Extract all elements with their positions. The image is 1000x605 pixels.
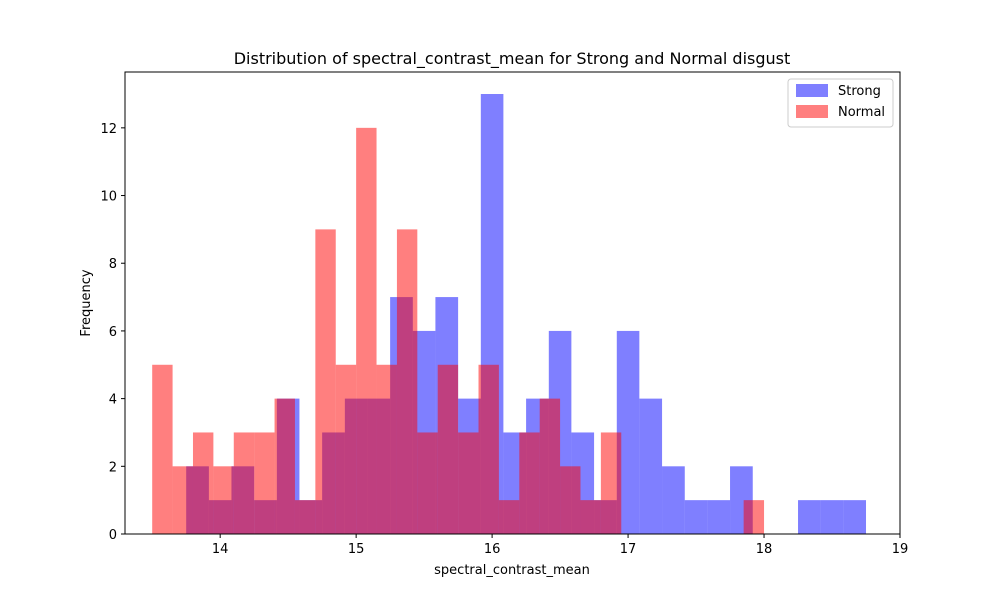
bar-strong-29 <box>843 500 867 534</box>
bar-normal-10 <box>356 127 377 534</box>
x-tick-label: 16 <box>484 542 501 557</box>
y-axis-ticks: 0 2 4 6 8 10 12 <box>100 122 125 543</box>
bar-strong-28 <box>820 500 844 534</box>
legend-label-strong: Strong <box>838 84 881 99</box>
y-tick-label: 2 <box>109 460 117 475</box>
bar-normal-21 <box>580 500 601 534</box>
bar-normal-16 <box>478 364 499 534</box>
bar-normal-15 <box>458 432 479 534</box>
legend-swatch-strong <box>796 84 828 97</box>
x-tick-label: 17 <box>620 542 637 557</box>
bar-normal-3 <box>213 466 234 534</box>
bar-normal-1 <box>172 466 193 534</box>
bar-normal-9 <box>335 364 357 534</box>
bar-strong-19 <box>616 330 640 534</box>
bar-normal-29 <box>743 500 765 534</box>
chart-title: Distribution of spectral_contrast_mean f… <box>234 49 791 69</box>
x-tick-label: 15 <box>348 542 365 557</box>
bar-strong-20 <box>639 398 663 534</box>
bar-normal-14 <box>437 364 459 534</box>
legend-label-normal: Normal <box>838 105 885 120</box>
bars-layer <box>152 94 867 534</box>
bar-strong-27 <box>798 500 821 534</box>
bar-normal-20 <box>560 466 581 534</box>
y-axis-label: Frequency <box>79 269 94 336</box>
bar-normal-8 <box>315 229 336 534</box>
x-axis-ticks: 14 15 16 17 18 19 <box>212 534 908 557</box>
bar-normal-11 <box>376 364 397 534</box>
series-normal <box>152 127 765 534</box>
legend-swatch-normal <box>796 105 828 118</box>
bar-normal-12 <box>396 229 418 534</box>
bar-normal-5 <box>254 432 275 534</box>
bar-normal-18 <box>519 432 540 534</box>
bar-normal-19 <box>539 398 561 534</box>
y-tick-label: 8 <box>109 257 117 272</box>
legend: Strong Normal <box>787 78 894 128</box>
bar-normal-6 <box>274 398 295 534</box>
bar-normal-22 <box>600 432 622 534</box>
x-tick-label: 19 <box>892 542 909 557</box>
x-tick-label: 14 <box>212 542 229 557</box>
y-tick-label: 4 <box>109 393 117 408</box>
bar-strong-22 <box>684 500 708 534</box>
y-tick-label: 12 <box>100 122 117 137</box>
y-tick-label: 10 <box>100 190 117 205</box>
x-tick-label: 18 <box>756 542 773 557</box>
plot-frame <box>124 71 901 535</box>
x-axis-label: spectral_contrast_mean <box>434 563 590 578</box>
y-tick-label: 6 <box>109 325 117 340</box>
bar-strong-23 <box>707 500 731 534</box>
bar-normal-2 <box>192 432 214 534</box>
bar-strong-21 <box>662 466 685 534</box>
bar-normal-17 <box>498 500 520 534</box>
bar-normal-13 <box>417 432 438 534</box>
bar-normal-0 <box>152 364 173 534</box>
bar-normal-7 <box>294 500 316 534</box>
y-tick-label: 0 <box>109 528 117 543</box>
bar-normal-4 <box>233 432 255 534</box>
